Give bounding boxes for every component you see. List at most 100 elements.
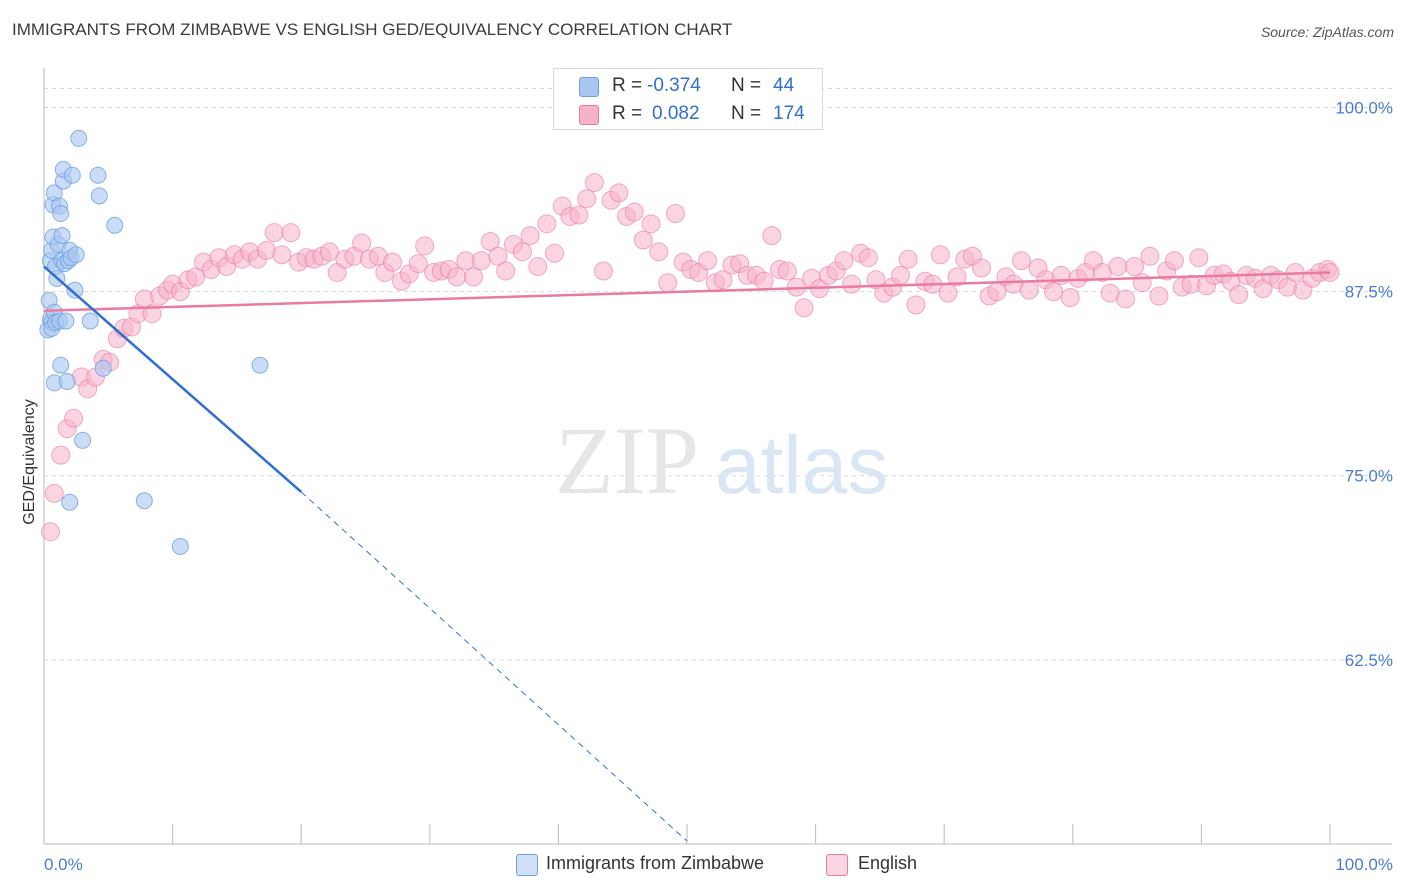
data-point-english[interactable]	[762, 226, 782, 246]
data-point-english[interactable]	[777, 261, 797, 281]
data-point-english[interactable]	[1060, 287, 1080, 307]
data-point-english[interactable]	[834, 251, 854, 271]
data-point-english[interactable]	[1125, 257, 1145, 277]
data-point-english[interactable]	[713, 270, 733, 290]
data-point-english[interactable]	[142, 304, 162, 324]
y-tick-label: 62.5%	[1345, 651, 1393, 670]
data-point-english[interactable]	[488, 246, 508, 266]
data-point-english[interactable]	[1164, 251, 1184, 271]
data-point-english[interactable]	[842, 274, 862, 294]
data-point-english[interactable]	[577, 189, 597, 209]
data-point-zimbabwe[interactable]	[89, 166, 107, 184]
data-point-english[interactable]	[754, 271, 774, 291]
legend-n-value: 174	[773, 103, 805, 124]
legend-label-zimbabwe: Immigrants from Zimbabwe	[546, 853, 765, 873]
data-point-zimbabwe[interactable]	[61, 493, 79, 511]
data-point-english[interactable]	[480, 232, 500, 252]
data-point-english[interactable]	[272, 245, 292, 265]
data-point-english[interactable]	[464, 267, 484, 287]
data-point-english[interactable]	[1132, 273, 1152, 293]
data-point-zimbabwe[interactable]	[58, 372, 76, 390]
watermark-zip: ZIP	[555, 407, 699, 514]
data-point-english[interactable]	[471, 251, 491, 271]
data-point-zimbabwe[interactable]	[52, 356, 70, 374]
data-point-english[interactable]	[520, 226, 540, 246]
data-point-english[interactable]	[281, 223, 301, 243]
legend-r-label: R =	[612, 103, 643, 124]
data-point-zimbabwe[interactable]	[53, 227, 71, 245]
data-point-english[interactable]	[593, 261, 613, 281]
data-point-english[interactable]	[665, 204, 685, 224]
english-points	[40, 173, 1340, 542]
data-point-zimbabwe[interactable]	[94, 359, 112, 377]
data-point-english[interactable]	[890, 265, 910, 285]
data-point-english[interactable]	[383, 252, 403, 272]
data-point-english[interactable]	[447, 267, 467, 287]
data-point-zimbabwe[interactable]	[57, 312, 75, 330]
data-point-english[interactable]	[569, 205, 589, 225]
data-point-english[interactable]	[1116, 289, 1136, 309]
data-point-english[interactable]	[633, 230, 653, 250]
data-point-english[interactable]	[64, 408, 84, 428]
data-point-english[interactable]	[51, 445, 71, 465]
data-point-zimbabwe[interactable]	[106, 216, 124, 234]
data-point-zimbabwe[interactable]	[251, 356, 269, 374]
legend-r-value: 0.082	[652, 103, 700, 124]
data-point-english[interactable]	[971, 258, 991, 278]
data-point-english[interactable]	[898, 249, 918, 269]
data-point-zimbabwe[interactable]	[67, 246, 85, 264]
chart-title: IMMIGRANTS FROM ZIMBABWE VS ENGLISH GED/…	[12, 20, 733, 39]
legend-swatch-english	[826, 854, 848, 876]
data-point-english[interactable]	[40, 522, 60, 542]
data-point-english[interactable]	[1011, 251, 1031, 271]
data-point-english[interactable]	[1149, 286, 1169, 306]
data-point-english[interactable]	[1044, 282, 1064, 302]
legend-row-zimbabwe: R = -0.374 N = 44	[554, 73, 822, 101]
data-point-zimbabwe[interactable]	[90, 187, 108, 205]
data-point-english[interactable]	[319, 242, 339, 262]
legend-n-value: 44	[773, 75, 795, 96]
data-point-english[interactable]	[858, 248, 878, 268]
data-point-english[interactable]	[496, 261, 516, 281]
data-point-english[interactable]	[186, 267, 206, 287]
legend-r-label: R =	[612, 75, 643, 96]
data-point-zimbabwe[interactable]	[74, 431, 92, 449]
data-point-english[interactable]	[947, 267, 967, 287]
data-point-english[interactable]	[352, 233, 372, 253]
data-point-english[interactable]	[1189, 248, 1209, 268]
data-point-english[interactable]	[649, 242, 669, 262]
data-point-english[interactable]	[415, 236, 435, 256]
data-point-english[interactable]	[1140, 246, 1160, 266]
data-point-english[interactable]	[609, 183, 629, 203]
watermark-atlas: atlas	[715, 420, 888, 511]
data-point-zimbabwe[interactable]	[70, 129, 88, 147]
data-point-english[interactable]	[906, 295, 926, 315]
data-point-english[interactable]	[641, 214, 661, 234]
data-point-english[interactable]	[794, 298, 814, 318]
data-point-zimbabwe[interactable]	[66, 281, 84, 299]
data-point-english[interactable]	[44, 483, 64, 503]
data-point-english[interactable]	[537, 214, 557, 234]
data-point-english[interactable]	[528, 257, 548, 277]
legend-r-value: -0.374	[647, 75, 701, 96]
data-point-english[interactable]	[930, 245, 950, 265]
data-point-english[interactable]	[545, 243, 565, 263]
data-point-english[interactable]	[1019, 280, 1039, 300]
data-point-english[interactable]	[1108, 257, 1128, 277]
data-point-english[interactable]	[584, 173, 604, 193]
data-point-zimbabwe[interactable]	[81, 312, 99, 330]
data-point-english[interactable]	[264, 223, 284, 243]
data-point-zimbabwe[interactable]	[135, 492, 153, 510]
data-point-zimbabwe[interactable]	[63, 166, 81, 184]
trend-line-english	[43, 271, 1331, 312]
data-point-zimbabwe[interactable]	[52, 205, 70, 223]
data-point-zimbabwe[interactable]	[171, 537, 189, 555]
data-point-english[interactable]	[938, 283, 958, 303]
data-point-english[interactable]	[1229, 285, 1249, 305]
data-point-english[interactable]	[658, 273, 678, 293]
data-point-english[interactable]	[624, 202, 644, 222]
legend-swatch-zimbabwe	[579, 77, 599, 97]
data-point-english[interactable]	[512, 242, 532, 262]
data-point-english[interactable]	[408, 254, 428, 274]
data-point-english[interactable]	[698, 251, 718, 271]
